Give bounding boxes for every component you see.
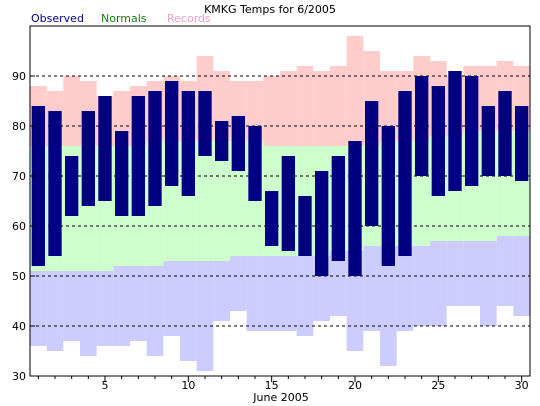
observed-bar [481, 106, 495, 176]
observed-bar [348, 141, 362, 276]
chart-title: KMKG Temps for 6/2005 [204, 3, 336, 16]
grid-lines [30, 75, 530, 327]
record-low-band [330, 251, 347, 316]
legend-normals: Normals [101, 12, 147, 25]
y-tick-label: 90 [12, 70, 26, 83]
record-low-band [113, 266, 130, 346]
record-high-band [296, 66, 314, 146]
x-tick-label: 15 [265, 379, 279, 392]
record-low-band [280, 256, 297, 331]
record-high-band [263, 76, 280, 146]
observed-bars [31, 71, 529, 276]
record-high-band [346, 36, 364, 146]
observed-bar [315, 171, 329, 276]
observed-bar [215, 121, 229, 161]
record-low-band [163, 261, 180, 336]
observed-bar [281, 156, 295, 251]
observed-bar [65, 156, 79, 216]
record-low-band [296, 256, 314, 336]
record-low-band [63, 271, 80, 341]
observed-bar [181, 91, 195, 196]
observed-bar [448, 71, 462, 191]
normals-band [196, 141, 214, 261]
x-axis: 5 10 15 20 25 30 [37, 376, 529, 392]
normals-band [213, 141, 230, 261]
record-low-band [130, 266, 147, 341]
y-tick-label: 60 [12, 220, 26, 233]
observed-bar [115, 131, 129, 216]
observed-bar [498, 91, 512, 176]
legend-observed: Observed [31, 12, 84, 25]
record-high-band [280, 71, 297, 146]
observed-bar [415, 76, 429, 176]
observed-bar [515, 106, 529, 181]
x-tick-label: 20 [348, 379, 362, 392]
observed-bar [131, 96, 145, 216]
record-high-band [313, 71, 330, 146]
y-tick-label: 40 [12, 320, 26, 333]
record-high-band [380, 71, 397, 141]
observed-bar [198, 91, 212, 156]
observed-bar [331, 156, 345, 261]
record-low-band [30, 271, 47, 346]
record-low-band [396, 246, 414, 331]
observed-bar [465, 76, 479, 186]
record-low-band [146, 266, 164, 356]
observed-bar [431, 86, 445, 196]
x-tick-label: 25 [431, 379, 445, 392]
record-low-band [496, 236, 514, 306]
record-low-band [196, 261, 214, 371]
x-tick-label: 30 [515, 379, 529, 392]
record-low-band [480, 241, 497, 326]
record-low-band [46, 271, 64, 351]
y-tick-label: 70 [12, 170, 26, 183]
observed-bar [231, 116, 245, 171]
observed-bar [248, 126, 262, 201]
record-low-band [230, 256, 247, 311]
record-low-band [180, 261, 197, 361]
x-tick-label: 5 [102, 379, 109, 392]
y-tick-label: 50 [12, 270, 26, 283]
record-high-band [63, 76, 80, 146]
x-tick-label: 10 [181, 379, 195, 392]
record-high-band [330, 66, 347, 146]
record-low-band [430, 241, 447, 326]
record-low-band [413, 246, 430, 326]
record-low-band [513, 236, 530, 316]
y-tick-label: 80 [12, 120, 26, 133]
record-low-band [463, 241, 480, 306]
observed-bar [165, 81, 179, 186]
record-low-band [246, 256, 264, 331]
observed-bar [381, 126, 395, 266]
plot-frame [29, 25, 531, 377]
observed-bar [265, 191, 279, 246]
observed-bar [98, 96, 112, 201]
record-low-band [96, 271, 114, 346]
observed-bar [398, 91, 412, 256]
observed-bar [298, 196, 312, 256]
record-low-band [213, 261, 230, 321]
record-low-band [363, 246, 380, 331]
y-tick-label: 30 [12, 370, 26, 383]
observed-bar [81, 111, 95, 206]
x-axis-label: June 2005 [252, 391, 308, 404]
observed-bar [148, 91, 162, 206]
record-low-band [80, 271, 97, 356]
record-low-band [263, 256, 280, 331]
observed-bar [365, 101, 379, 226]
record-low-band [446, 241, 464, 306]
legend-records: Records [167, 12, 211, 25]
y-axis: 30 40 50 60 70 80 90 [12, 70, 35, 383]
observed-bar [48, 111, 62, 256]
observed-bar [31, 106, 45, 266]
